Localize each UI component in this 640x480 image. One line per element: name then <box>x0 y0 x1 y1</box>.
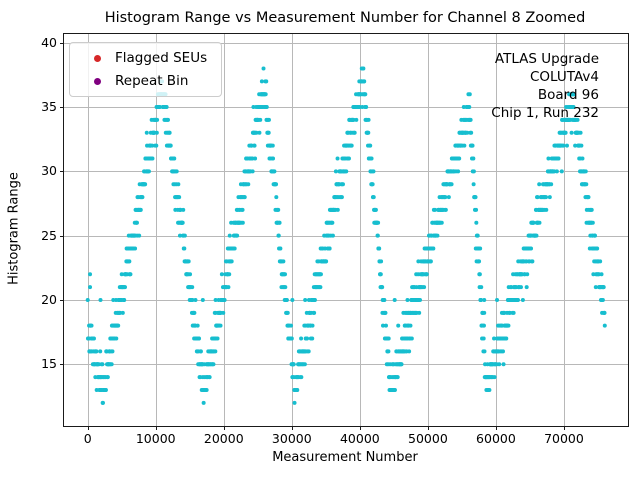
x-tick-mark <box>155 426 157 430</box>
x-tick-mark <box>359 426 361 430</box>
annotation-block: ATLAS Upgrade COLUTAv4 Board 96 Chip 1, Run… <box>491 50 599 122</box>
chart-title: Histogram Range vs Measurement Number fo… <box>104 10 586 26</box>
y-tick-mark <box>60 299 64 301</box>
y-tick-label: 25 <box>41 227 57 243</box>
y-tick-label: 35 <box>41 99 57 115</box>
plot-area: 0 10000 20000 30000 40000 50000 60000 70000 15 2… <box>41 33 629 446</box>
y-tick-mark <box>60 364 64 366</box>
annotation-line: Board 96 <box>537 87 599 103</box>
y-tick-mark <box>60 107 64 109</box>
scatter-canvas <box>64 34 628 426</box>
y-tick-label: 20 <box>41 292 57 308</box>
legend-marker-icon <box>94 77 101 85</box>
x-tick-label: 60000 <box>476 431 516 446</box>
x-tick-mark <box>87 426 89 430</box>
x-tick-mark <box>223 426 225 430</box>
y-tick-mark <box>60 235 64 237</box>
x-tick-label: 0 <box>83 431 92 446</box>
y-tick-mark <box>60 42 64 44</box>
y-tick-mark <box>60 171 64 173</box>
annotation-line: Chip 1, Run 232 <box>491 105 599 121</box>
y-tick-label: 15 <box>41 356 57 372</box>
y-tick-label: 40 <box>41 34 57 50</box>
legend-label: Flagged SEUs <box>115 50 208 66</box>
x-tick-mark <box>291 426 293 430</box>
x-tick-label: 30000 <box>271 431 312 446</box>
x-tick-label: 10000 <box>135 431 176 446</box>
legend-marker-icon <box>94 54 101 62</box>
x-tick-label: 20000 <box>203 431 244 446</box>
x-tick-label: 40000 <box>339 431 380 446</box>
x-axis-label: Measurement Number <box>272 450 418 465</box>
y-tick-label: 30 <box>41 163 57 179</box>
x-tick-mark <box>495 426 497 430</box>
annotation-line: ATLAS Upgrade <box>494 51 599 67</box>
y-axis-label: Histogram Range <box>6 172 22 285</box>
legend: Flagged SEUs Repeat Bin <box>69 42 223 97</box>
annotation-line: COLUTAv4 <box>529 69 599 85</box>
legend-entry: Repeat Bin <box>82 73 207 89</box>
legend-entry: Flagged SEUs <box>82 50 207 66</box>
x-tick-label: 50000 <box>408 431 448 446</box>
x-tick-mark <box>563 426 565 430</box>
x-tick-mark <box>427 426 429 430</box>
x-tick-label: 70000 <box>544 431 584 446</box>
legend-label: Repeat Bin <box>115 73 189 89</box>
